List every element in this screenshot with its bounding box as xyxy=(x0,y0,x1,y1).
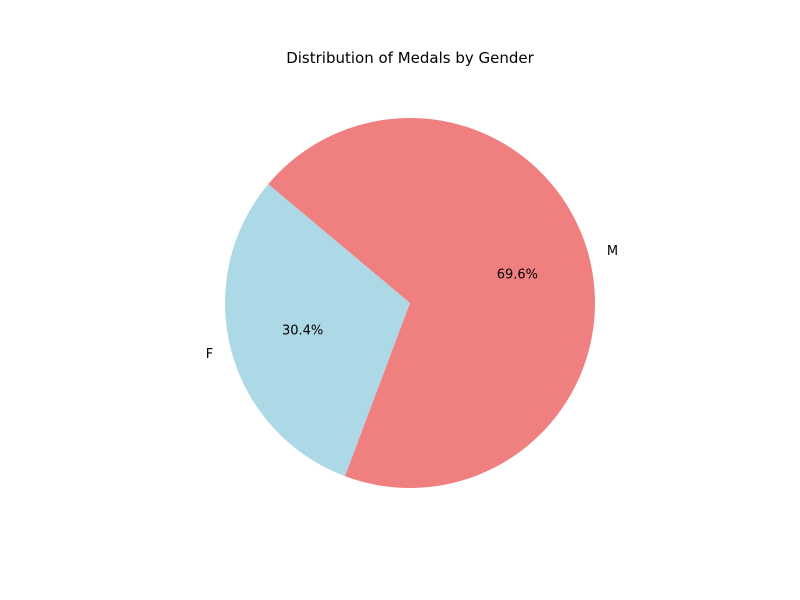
slice-percent-F: 30.4% xyxy=(282,324,323,339)
pie-slice-F xyxy=(224,184,410,477)
slice-label-M: M xyxy=(607,244,618,259)
pie-slice-M xyxy=(268,118,595,489)
slice-percent-M: 69.6% xyxy=(497,267,538,282)
pie-labels: F 30.4% M 69.6% xyxy=(206,244,618,362)
slice-label-F: F xyxy=(206,347,213,362)
chart-title: Distribution of Medals by Gender xyxy=(286,49,534,67)
pie-slices xyxy=(224,118,595,489)
